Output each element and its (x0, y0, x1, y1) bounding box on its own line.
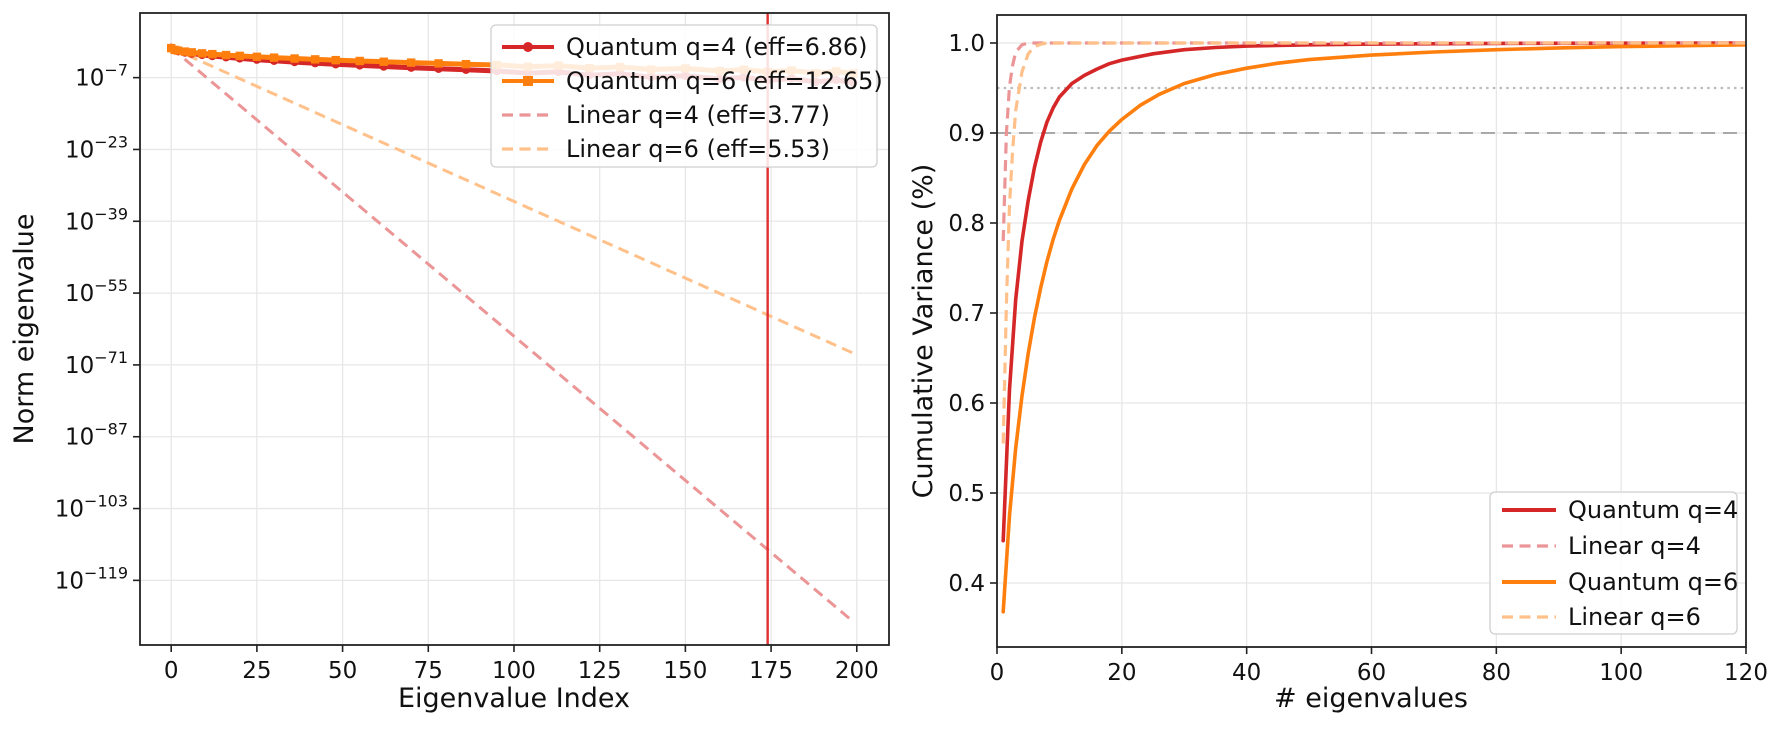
series-marker (235, 51, 244, 61)
y-tick-label: 0.5 (948, 481, 985, 507)
legend-sample-marker (523, 76, 533, 86)
legend-box (1489, 491, 1738, 635)
series-marker (310, 55, 320, 64)
series-marker (187, 48, 196, 57)
y-tick-label: 10−23 (65, 132, 128, 163)
series-marker (406, 58, 416, 67)
series-marker (208, 49, 217, 59)
x-tick-label: 175 (749, 658, 793, 684)
y-tick-label: 0.6 (948, 391, 985, 417)
legend-box (490, 24, 878, 168)
series-quantum-q-6 (1001, 42, 1746, 614)
legend-sample-marker (523, 42, 533, 52)
x-tick-label: 0 (164, 658, 179, 684)
cumulative-variance-data-area (997, 41, 1746, 614)
y-tick-label: 10−39 (65, 204, 128, 235)
series-marker (461, 59, 471, 69)
legend-entry-label: Quantum q=6 (1568, 568, 1738, 596)
x-tick-label: 150 (663, 658, 707, 684)
series-marker (221, 50, 231, 60)
y-tick-label: 10−7 (75, 61, 128, 92)
series-quantum-q-4 (1001, 41, 1746, 543)
y-axis-label: Norm eigenvalue (9, 214, 40, 445)
legend-entry-label: Linear q=6 (1568, 603, 1701, 631)
y-tick-label: 0.8 (948, 211, 985, 237)
series-marker (252, 52, 262, 62)
x-tick-label: 20 (1107, 660, 1136, 686)
legend-entry-label: Linear q=4 (eff=3.77) (566, 101, 830, 129)
legend-entry-label: Quantum q=4 (1568, 496, 1738, 524)
legend-entry-label: Linear q=4 (1568, 532, 1701, 560)
x-tick-label: 125 (578, 658, 622, 684)
legend-entry-label: Quantum q=4 (eff=6.86) (566, 33, 867, 61)
y-tick-label: 10−87 (65, 420, 128, 451)
x-tick-label: 100 (492, 658, 536, 684)
y-tick-label: 10−119 (55, 563, 128, 594)
y-tick-label: 0.9 (948, 121, 985, 147)
series-linear-q-4-eff-3-77- (170, 46, 855, 623)
x-tick-label: 25 (242, 658, 271, 684)
series-marker (197, 49, 207, 58)
series-marker (290, 54, 299, 63)
y-tick-label: 10−71 (65, 348, 128, 379)
x-tick-label: 120 (1724, 660, 1768, 686)
x-axis-label: Eigenvalue Index (398, 683, 630, 714)
series-marker (269, 53, 279, 62)
x-tick-label: 200 (835, 658, 879, 684)
series-linear-q-6-eff-5-53- (170, 46, 854, 355)
series-marker (180, 47, 190, 56)
y-tick-label: 0.7 (948, 301, 985, 327)
x-tick-label: 75 (414, 658, 443, 684)
y-tick-label: 1.0 (948, 31, 985, 57)
x-tick-label: 80 (1482, 660, 1511, 686)
cumulative-variance-legend: Quantum q=4 Linear q=4 Quantum q=6 Linear q… (1489, 491, 1738, 635)
series-marker (355, 56, 364, 66)
series-marker (434, 59, 443, 68)
eigenvalue-spectrum-legend: Quantum q=4 (eff=6.86) Quantum q=6 (eff=1… (490, 24, 883, 168)
cumulative-variance-plot: 0 20 40 60 80 100 120 0.4 0.5 0.6 0.7 0.8 0.9 1.0 # ei… (908, 14, 1768, 714)
legend-entry-label: Quantum q=6 (eff=12.65) (566, 67, 883, 95)
y-tick-label: 0.4 (948, 571, 985, 597)
x-tick-label: 60 (1357, 660, 1386, 686)
series-marker (331, 55, 340, 65)
series-linear-q-6 (1001, 41, 1746, 444)
legend-entry-label: Linear q=6 (eff=5.53) (566, 135, 830, 163)
x-tick-label: 50 (328, 658, 357, 684)
series-linear-q-4 (1001, 41, 1746, 242)
y-axis-label: Cumulative Variance (%) (908, 164, 939, 499)
x-tick-label: 100 (1599, 660, 1643, 686)
y-tick-label: 10−55 (65, 276, 128, 307)
y-tick-label: 10−103 (55, 492, 128, 523)
x-axis-label: # eigenvalues (1274, 683, 1468, 714)
x-tick-label: 0 (990, 660, 1005, 686)
eigenvalue-spectrum-plot: 0 25 50 75 100 125 150 175 200 10−7 10−23 10−39 10−5… (9, 12, 890, 714)
x-tick-label: 40 (1232, 660, 1261, 686)
series-marker (173, 46, 183, 55)
series-marker (379, 57, 388, 66)
